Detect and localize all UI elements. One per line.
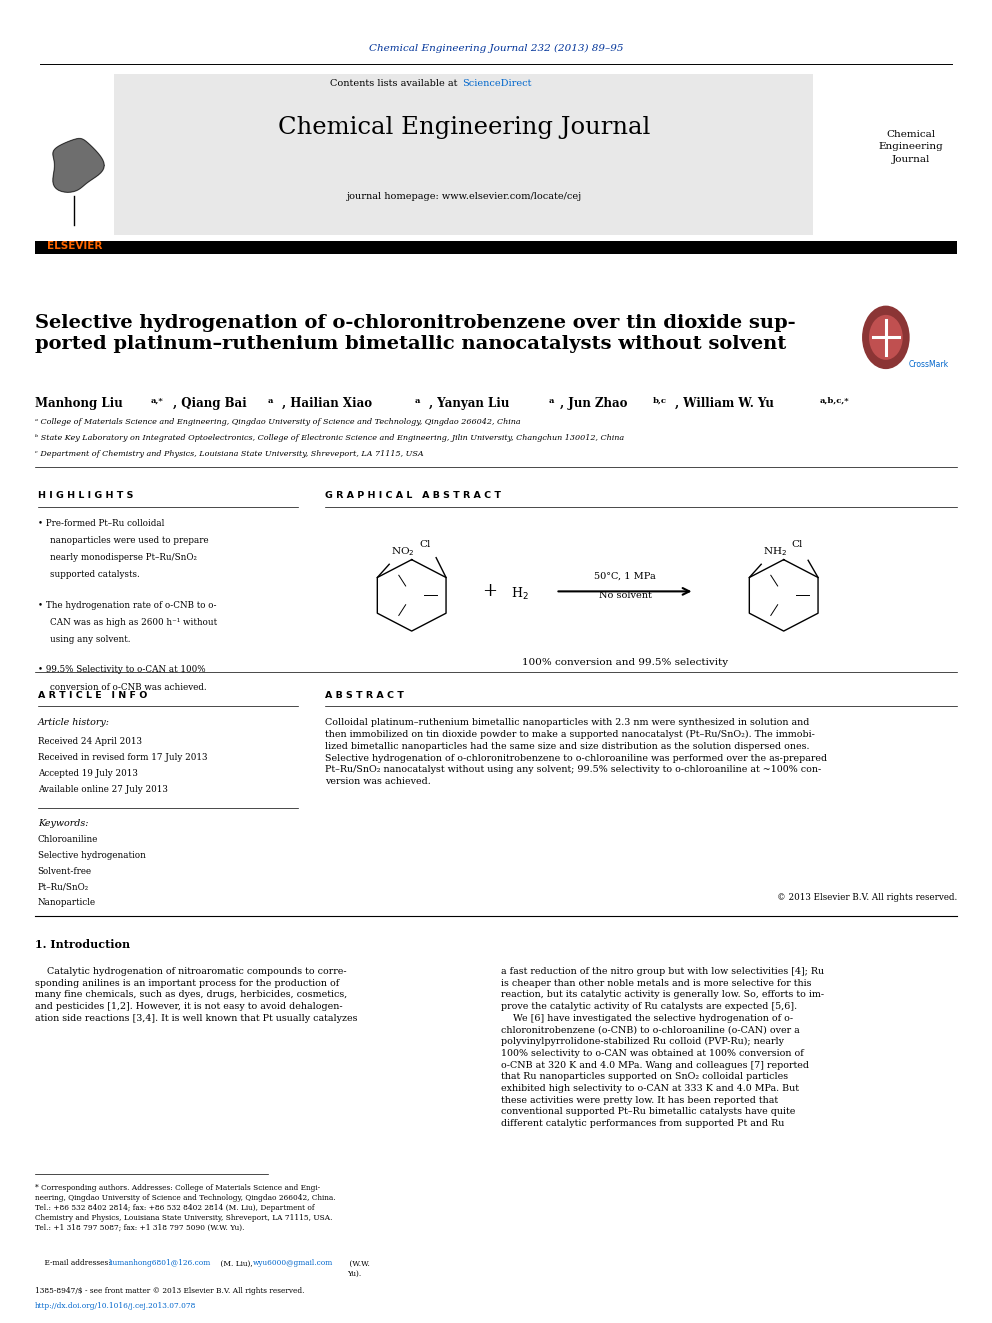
Text: a,*: a,* (151, 397, 164, 405)
Text: A R T I C L E   I N F O: A R T I C L E I N F O (38, 691, 147, 700)
Text: • 99.5% Selectivity to o-CAN at 100%: • 99.5% Selectivity to o-CAN at 100% (38, 665, 205, 675)
Text: , Hailian Xiao: , Hailian Xiao (282, 397, 376, 410)
Text: • Pre-formed Pt–Ru colloidal: • Pre-formed Pt–Ru colloidal (38, 519, 164, 528)
Text: Accepted 19 July 2013: Accepted 19 July 2013 (38, 769, 138, 778)
Text: NO$_2$: NO$_2$ (391, 545, 415, 558)
Text: 100% conversion and 99.5% selectivity: 100% conversion and 99.5% selectivity (522, 658, 728, 667)
Text: 50°C, 1 MPa: 50°C, 1 MPa (594, 572, 656, 581)
Text: ScienceDirect: ScienceDirect (462, 79, 532, 89)
Text: • The hydrogenation rate of o-CNB to o-: • The hydrogenation rate of o-CNB to o- (38, 601, 216, 610)
Text: a: a (415, 397, 421, 405)
Text: Catalytic hydrogenation of nitroaromatic compounds to corre-
sponding anilines i: Catalytic hydrogenation of nitroaromatic… (35, 967, 357, 1023)
Text: H I G H L I G H T S: H I G H L I G H T S (38, 491, 133, 500)
Text: Colloidal platinum–ruthenium bimetallic nanoparticles with 2.3 nm were synthesiz: Colloidal platinum–ruthenium bimetallic … (325, 718, 827, 786)
FancyBboxPatch shape (35, 74, 114, 235)
Text: Chemical
Engineering
Journal: Chemical Engineering Journal (878, 130, 943, 164)
Text: Chloroaniline: Chloroaniline (38, 835, 98, 844)
Text: , William W. Yu: , William W. Yu (675, 397, 778, 410)
Text: supported catalysts.: supported catalysts. (50, 570, 139, 579)
Text: (M. Liu),: (M. Liu), (218, 1259, 255, 1267)
Text: NH$_2$: NH$_2$ (763, 545, 788, 558)
Text: using any solvent.: using any solvent. (50, 635, 130, 644)
Text: a: a (549, 397, 555, 405)
Text: Solvent-free: Solvent-free (38, 867, 92, 876)
Text: (W.W.
Yu).: (W.W. Yu). (347, 1259, 370, 1278)
Text: b,c: b,c (653, 397, 667, 405)
Text: Selective hydrogenation: Selective hydrogenation (38, 851, 146, 860)
Text: , Jun Zhao: , Jun Zhao (560, 397, 632, 410)
Text: a fast reduction of the nitro group but with low selectivities [4]; Ru
is cheape: a fast reduction of the nitro group but … (501, 967, 824, 1129)
Circle shape (862, 306, 910, 369)
Text: Chemical Engineering Journal: Chemical Engineering Journal (278, 116, 651, 139)
Text: conversion of o-CNB was achieved.: conversion of o-CNB was achieved. (50, 683, 206, 692)
Text: A B S T R A C T: A B S T R A C T (325, 691, 405, 700)
Text: Cl: Cl (420, 540, 432, 549)
Circle shape (869, 315, 903, 360)
Text: H$_2$: H$_2$ (511, 586, 529, 602)
Text: a,b,c,*: a,b,c,* (819, 397, 849, 405)
Text: ELSEVIER: ELSEVIER (47, 241, 102, 251)
Text: 1. Introduction: 1. Introduction (35, 939, 130, 950)
Text: Nanoparticle: Nanoparticle (38, 898, 96, 908)
Text: http://dx.doi.org/10.1016/j.cej.2013.07.078: http://dx.doi.org/10.1016/j.cej.2013.07.… (35, 1302, 196, 1310)
Bar (35, 241, 957, 254)
Text: Received 24 April 2013: Received 24 April 2013 (38, 737, 142, 746)
Text: ᵃ College of Materials Science and Engineering, Qingdao University of Science an: ᵃ College of Materials Science and Engin… (35, 418, 521, 426)
Text: +: + (482, 582, 498, 601)
Text: © 2013 Elsevier B.V. All rights reserved.: © 2013 Elsevier B.V. All rights reserved… (777, 893, 957, 902)
Text: nanoparticles were used to prepare: nanoparticles were used to prepare (50, 536, 208, 545)
Text: G R A P H I C A L   A B S T R A C T: G R A P H I C A L A B S T R A C T (325, 491, 501, 500)
Text: journal homepage: www.elsevier.com/locate/cej: journal homepage: www.elsevier.com/locat… (346, 192, 582, 201)
Text: Pt–Ru/SnO₂: Pt–Ru/SnO₂ (38, 882, 89, 892)
Text: E-mail addresses:: E-mail addresses: (35, 1259, 113, 1267)
Text: wyu6000@gmail.com: wyu6000@gmail.com (253, 1259, 333, 1267)
Text: * Corresponding authors. Addresses: College of Materials Science and Engi-
neeri: * Corresponding authors. Addresses: Coll… (35, 1184, 335, 1232)
Text: Received in revised form 17 July 2013: Received in revised form 17 July 2013 (38, 753, 207, 762)
Text: Keywords:: Keywords: (38, 819, 88, 828)
Polygon shape (53, 139, 104, 192)
Text: Article history:: Article history: (38, 718, 110, 728)
Text: ᶜ Department of Chemistry and Physics, Louisiana State University, Shreveport, L: ᶜ Department of Chemistry and Physics, L… (35, 450, 424, 458)
Text: CrossMark: CrossMark (909, 360, 948, 369)
Text: Chemical Engineering Journal 232 (2013) 89–95: Chemical Engineering Journal 232 (2013) … (369, 44, 623, 53)
Text: a: a (268, 397, 274, 405)
Text: , Yanyan Liu: , Yanyan Liu (429, 397, 513, 410)
Text: nearly monodisperse Pt–Ru/SnO₂: nearly monodisperse Pt–Ru/SnO₂ (50, 553, 196, 562)
Text: Cl: Cl (792, 540, 804, 549)
Text: , Qiang Bai: , Qiang Bai (173, 397, 251, 410)
Text: Contents lists available at: Contents lists available at (329, 79, 460, 89)
Text: Selective hydrogenation of o-chloronitrobenzene over tin dioxide sup-
ported pla: Selective hydrogenation of o-chloronitro… (35, 314, 796, 353)
Text: Available online 27 July 2013: Available online 27 July 2013 (38, 785, 168, 794)
FancyBboxPatch shape (114, 74, 813, 235)
Text: CAN was as high as 2600 h⁻¹ without: CAN was as high as 2600 h⁻¹ without (50, 618, 216, 627)
Text: Manhong Liu: Manhong Liu (35, 397, 127, 410)
Text: ᵇ State Key Laboratory on Integrated Optoelectronics, College of Electronic Scie: ᵇ State Key Laboratory on Integrated Opt… (35, 434, 624, 442)
Text: liumanhong6801@126.com: liumanhong6801@126.com (109, 1259, 211, 1267)
Text: No solvent: No solvent (598, 591, 652, 601)
Text: 1385-8947/$ - see front matter © 2013 Elsevier B.V. All rights reserved.: 1385-8947/$ - see front matter © 2013 El… (35, 1287, 305, 1295)
